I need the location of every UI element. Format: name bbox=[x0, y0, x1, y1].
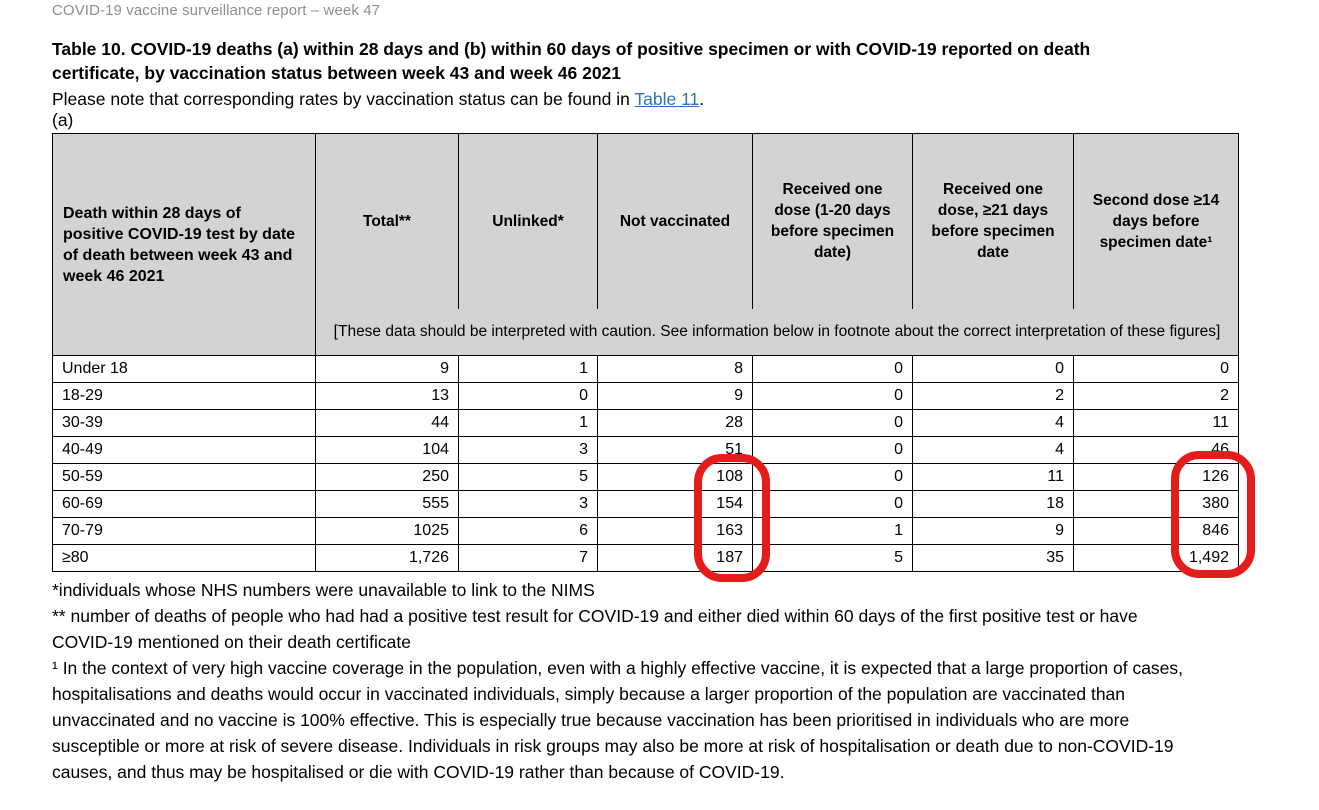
age-group-cell: 50-59 bbox=[52, 463, 316, 491]
age-group-cell: Under 18 bbox=[52, 355, 316, 383]
report-running-header: COVID-19 vaccine surveillance report – w… bbox=[52, 2, 381, 19]
table-body: Death within 28 days of positive COVID-1… bbox=[52, 133, 1239, 572]
column-header-second-dose: Second dose ≥14 days before specimen dat… bbox=[1073, 133, 1239, 309]
table-row: 30-39 44 1 28 0 4 11 bbox=[52, 409, 1239, 437]
value-cell: 0 bbox=[1073, 355, 1239, 383]
value-cell: 163 bbox=[597, 517, 753, 545]
age-group-cell: 18-29 bbox=[52, 382, 316, 410]
value-cell: 18 bbox=[912, 490, 1074, 518]
column-header-not-vaccinated: Not vaccinated bbox=[597, 133, 753, 309]
note-line: Please note that corresponding rates by … bbox=[52, 87, 704, 111]
table-row: 70-79 1025 6 163 1 9 846 bbox=[52, 517, 1239, 545]
value-cell: 5 bbox=[458, 463, 598, 491]
value-cell: 0 bbox=[752, 436, 913, 464]
value-cell: 4 bbox=[912, 409, 1074, 437]
column-header-total: Total** bbox=[315, 133, 459, 309]
value-cell: 0 bbox=[912, 355, 1074, 383]
value-cell: 0 bbox=[752, 490, 913, 518]
table-row: Under 18 9 1 8 0 0 0 bbox=[52, 355, 1239, 383]
value-cell: 8 bbox=[597, 355, 753, 383]
header-row: Death within 28 days of positive COVID-1… bbox=[52, 133, 1239, 356]
value-cell: 11 bbox=[912, 463, 1074, 491]
value-cell: 9 bbox=[315, 355, 459, 383]
value-cell: 126 bbox=[1073, 463, 1239, 491]
caution-row: [These data should be interpreted with c… bbox=[53, 308, 1239, 356]
value-cell: 7 bbox=[458, 544, 598, 572]
value-cell: 35 bbox=[912, 544, 1074, 572]
age-group-cell: 40-49 bbox=[52, 436, 316, 464]
table-title: Table 10. COVID-19 deaths (a) within 28 … bbox=[52, 39, 1091, 83]
age-group-cell: 60-69 bbox=[52, 490, 316, 518]
table-11-link[interactable]: Table 11 bbox=[634, 89, 700, 109]
value-cell: 0 bbox=[752, 463, 913, 491]
table-row: 40-49 104 3 51 0 4 46 bbox=[52, 436, 1239, 464]
value-cell: 380 bbox=[1073, 490, 1239, 518]
value-cell: 5 bbox=[752, 544, 913, 572]
footnotes: *individuals whose NHS numbers were unav… bbox=[52, 577, 1202, 785]
value-cell: 1 bbox=[458, 355, 598, 383]
value-cell: 1,492 bbox=[1073, 544, 1239, 572]
value-cell: 46 bbox=[1073, 436, 1239, 464]
covid-deaths-table: Death within 28 days of positive COVID-1… bbox=[52, 133, 1239, 572]
value-cell: 555 bbox=[315, 490, 459, 518]
value-cell: 1 bbox=[458, 409, 598, 437]
value-cell: 28 bbox=[597, 409, 753, 437]
note-period: . bbox=[699, 89, 705, 109]
value-cell: 2 bbox=[912, 382, 1074, 410]
age-group-cell: 70-79 bbox=[52, 517, 316, 545]
age-group-cell: 30-39 bbox=[52, 409, 316, 437]
value-cell: 3 bbox=[458, 436, 598, 464]
value-cell: 6 bbox=[458, 517, 598, 545]
column-header-unlinked: Unlinked* bbox=[458, 133, 598, 309]
value-cell: 0 bbox=[752, 355, 913, 383]
row-header-cell: Death within 28 days of positive COVID-1… bbox=[52, 133, 316, 356]
value-cell: 250 bbox=[315, 463, 459, 491]
value-cell: 9 bbox=[597, 382, 753, 410]
footnote-total: ** number of deaths of people who had ha… bbox=[52, 606, 1138, 652]
column-header-one-dose-1-20: Received one dose (1-20 days before spec… bbox=[752, 133, 913, 309]
value-cell: 11 bbox=[1073, 409, 1239, 437]
value-cell: 51 bbox=[597, 436, 753, 464]
value-cell: 1,726 bbox=[315, 544, 459, 572]
value-cell: 1 bbox=[752, 517, 913, 545]
value-cell: 13 bbox=[315, 382, 459, 410]
table-row: ≥80 1,726 7 187 5 35 1,492 bbox=[52, 544, 1239, 572]
value-cell: 187 bbox=[597, 544, 753, 572]
value-cell: 3 bbox=[458, 490, 598, 518]
value-cell: 104 bbox=[315, 436, 459, 464]
footnote-interpretation: ¹ In the context of very high vaccine co… bbox=[52, 658, 1184, 782]
note-text: Please note that corresponding rates by … bbox=[52, 89, 635, 109]
value-cell: 0 bbox=[458, 382, 598, 410]
value-cell: 2 bbox=[1073, 382, 1239, 410]
caution-note-cell: [These data should be interpreted with c… bbox=[315, 308, 1239, 356]
value-cell: 154 bbox=[597, 490, 753, 518]
value-cell: 9 bbox=[912, 517, 1074, 545]
value-cell: 0 bbox=[752, 382, 913, 410]
table-row: 18-29 13 0 9 0 2 2 bbox=[52, 382, 1239, 410]
value-cell: 846 bbox=[1073, 517, 1239, 545]
footnote-unlinked: *individuals whose NHS numbers were unav… bbox=[52, 580, 595, 600]
value-cell: 0 bbox=[752, 409, 913, 437]
value-cell: 44 bbox=[315, 409, 459, 437]
value-cell: 1025 bbox=[315, 517, 459, 545]
value-cell: 4 bbox=[912, 436, 1074, 464]
table-row: 50-59 250 5 108 0 11 126 bbox=[52, 463, 1239, 491]
value-cell: 108 bbox=[597, 463, 753, 491]
column-header-one-dose-21plus: Received one dose, ≥21 days before speci… bbox=[912, 133, 1074, 309]
age-group-cell: ≥80 bbox=[52, 544, 316, 572]
section-label-a: (a) bbox=[52, 110, 74, 130]
table-row: 60-69 555 3 154 0 18 380 bbox=[52, 490, 1239, 518]
